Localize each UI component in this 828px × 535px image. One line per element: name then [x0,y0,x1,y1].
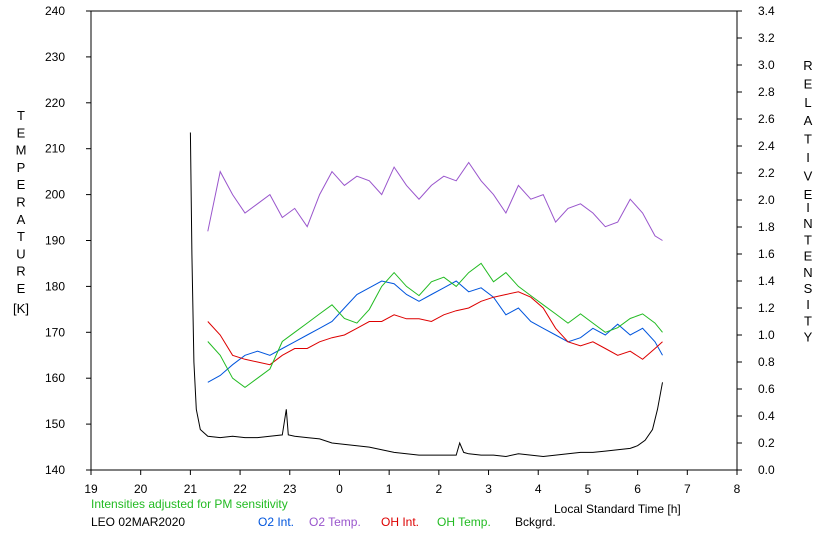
x-axis-title: Local Standard Time [h] [554,502,681,516]
left-axis-label-letter: R [16,264,25,279]
legend-oh-int: OH Int. [381,515,420,529]
right-tick-label: 3.4 [758,4,775,18]
right-axis-label-letter: R [803,58,812,73]
right-tick-label: 0.2 [758,436,775,450]
right-tick-label: 3.2 [758,31,775,45]
left-axis-label-letter: A [17,212,26,227]
right-axis-label-letter: N [803,265,812,280]
right-tick-label: 0.8 [758,355,775,369]
axis-layer [90,10,738,471]
series-line-oh-temp [207,262,663,389]
series-line-oh-int [207,291,663,366]
right-axis-label-letter: E [804,76,813,91]
right-tick-label: 2.8 [758,85,775,99]
right-axis-label-letter: A [804,113,813,128]
left-tick-label: 240 [45,4,65,18]
left-axis-label-letter: P [17,160,26,175]
left-tick-label: 180 [45,279,65,293]
left-axis-unit: [K] [13,301,29,316]
right-axis-label-letter: T [804,232,812,247]
left-axis-label-letter: U [16,246,25,261]
series-line-bckgrd [189,132,663,458]
right-tick-label: 1.8 [758,220,775,234]
sensitivity-note: Intensities adjusted for PM sensitivity [91,497,288,511]
legend-bckgrd: Bckgrd. [515,515,556,529]
right-axis-label-letter: T [804,132,812,147]
left-axis-label-letter: E [17,177,26,192]
right-axis-label-letter: E [804,249,813,264]
x-tick-label: 2 [436,482,443,496]
right-tick-label: 2.4 [758,139,775,153]
right-axis-label-letter: Y [804,330,813,345]
right-axis-label-letter: N [803,216,812,231]
right-tick-label: 1.0 [758,328,775,342]
x-tick-label: 1 [386,482,393,496]
left-axis-label-letter: E [17,125,26,140]
right-tick-label: 0.6 [758,382,775,396]
legend-oh-temp: OH Temp. [437,515,491,529]
right-tick-label: 1.2 [758,301,775,315]
right-tick-label: 0.4 [758,409,775,423]
x-tick-label: 22 [233,482,247,496]
right-axis-label-letter: L [804,95,811,110]
series-line-o2-int [207,280,663,383]
right-tick-label: 1.6 [758,247,775,261]
left-axis-label-letter: T [17,108,25,123]
x-tick-label: 23 [283,482,297,496]
right-axis-label-letter: V [804,168,813,183]
legend-o2-temp: O2 Temp. [309,515,361,529]
x-tick-label: 8 [734,482,741,496]
right-tick-label: 3.0 [758,58,775,72]
x-tick-label: 6 [634,482,641,496]
right-axis-label-letter: I [806,200,810,215]
left-tick-label: 150 [45,417,65,431]
x-tick-label: 21 [184,482,198,496]
left-tick-label: 230 [45,50,65,64]
left-axis-label-letter: R [16,195,25,210]
right-axis-label-letter: I [806,297,810,312]
right-axis-label-letter: S [804,281,813,296]
left-tick-label: 190 [45,234,65,248]
right-tick-label: 2.2 [758,166,775,180]
right-tick-label: 0.0 [758,463,775,477]
left-tick-label: 140 [45,463,65,477]
right-tick-label: 2.0 [758,193,775,207]
left-tick-label: 200 [45,188,65,202]
tick-layer: 19 20 21 22 23 0 1 2 3 4 5 6 7 8140150160170180190200… [45,4,775,496]
left-tick-label: 220 [45,96,65,110]
right-axis-label-letter: I [806,150,810,165]
station-label: LEO 02MAR2020 [91,515,186,529]
left-axis-label-letter: E [17,281,26,296]
right-axis-label-letter: T [804,313,812,328]
left-axis-label-letter: M [16,143,27,158]
x-tick-label: 5 [585,482,592,496]
x-tick-label: 19 [84,482,98,496]
right-tick-label: 1.4 [758,274,775,288]
x-tick-label: 7 [684,482,691,496]
legend-o2-int: O2 Int. [258,515,295,529]
x-tick-label: 4 [535,482,542,496]
right-axis-label-letter: E [804,187,813,202]
left-tick-label: 170 [45,325,65,339]
left-axis-label-letter: T [17,229,25,244]
right-tick-label: 2.6 [758,112,775,126]
left-tick-label: 210 [45,142,65,156]
series-line-o2-temp [207,161,663,241]
left-tick-label: 160 [45,371,65,385]
x-tick-label: 0 [336,482,343,496]
x-tick-label: 3 [485,482,492,496]
series-layer [189,132,663,458]
x-tick-label: 20 [134,482,148,496]
